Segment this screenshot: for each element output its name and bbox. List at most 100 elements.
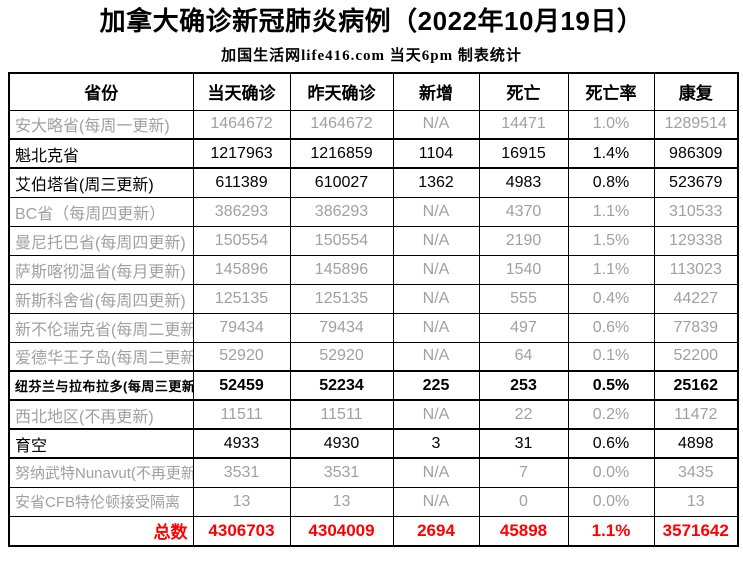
cell-yesterday: 3531	[289, 457, 394, 488]
cell-yesterday: 386293	[289, 196, 394, 227]
cell-yesterday: 52920	[289, 341, 394, 372]
cell-death-rate: 0.0%	[567, 486, 655, 517]
cell-recovered: 3435	[653, 457, 739, 488]
cell-province: 安大略省(每周一更新)	[8, 109, 194, 140]
cell-today: 3531	[192, 457, 291, 488]
cell-deaths: 16915	[478, 138, 569, 170]
cell-yesterday: 79434	[289, 312, 394, 343]
header-new-cases: 新增	[392, 72, 480, 111]
cell-new: N/A	[392, 254, 480, 285]
cell-province: 艾伯塔省(周三更新)	[8, 167, 194, 198]
cell-province: 新斯科舍省(每周四更新)	[8, 283, 194, 314]
cell-death-rate: 1.0%	[567, 109, 655, 140]
table-row-quebec: 魁北克省 1217963 1216859 1104 16915 1.4% 986…	[8, 138, 739, 170]
cell-new: N/A	[392, 457, 480, 488]
cell-deaths: 64	[478, 341, 569, 372]
cell-today: 1464672	[192, 109, 291, 140]
cell-today: 145896	[192, 254, 291, 285]
cell-new: N/A	[392, 486, 480, 517]
cell-today: 125135	[192, 283, 291, 314]
header-province: 省份	[8, 72, 194, 111]
table-header-row: 省份 当天确诊 昨天确诊 新增 死亡 死亡率 康复	[8, 72, 739, 111]
cell-new: N/A	[392, 312, 480, 343]
table-row-cfb-trenton: 安省CFB特伦顿接受隔离 13 13 N/A 0 0.0% 13	[8, 486, 739, 517]
cell-new: N/A	[392, 225, 480, 256]
cell-recovered: 44227	[653, 283, 739, 314]
cell-death-rate: 0.0%	[567, 457, 655, 488]
cell-deaths: 22	[478, 399, 569, 430]
table-row-pei: 爱德华王子岛(每周二更新) 52920 52920 N/A 64 0.1% 52…	[8, 341, 739, 372]
cell-today: 150554	[192, 225, 291, 256]
cell-death-rate: 1.5%	[567, 225, 655, 256]
cell-new: N/A	[392, 109, 480, 140]
table-row-alberta: 艾伯塔省(周三更新) 611389 610027 1362 4983 0.8% …	[8, 167, 739, 198]
cell-death-rate: 0.1%	[567, 341, 655, 372]
cell-yesterday: 1464672	[289, 109, 394, 140]
cell-deaths: 0	[478, 486, 569, 517]
cell-yesterday: 125135	[289, 283, 394, 314]
cell-death-rate: 0.5%	[567, 370, 655, 402]
covid-cases-table: 省份 当天确诊 昨天确诊 新增 死亡 死亡率 康复 安大略省(每周一更新) 14…	[8, 72, 739, 548]
cell-province: 萨斯喀彻温省(每月更新)	[8, 254, 194, 285]
cell-yesterday: 11511	[289, 399, 394, 430]
table-row-nunavut: 努纳武特Nunavut(不再更新) 3531 3531 N/A 7 0.0% 3…	[8, 457, 739, 488]
cell-province: 安省CFB特伦顿接受隔离	[8, 486, 194, 517]
table-row-yukon: 育空 4933 4930 3 31 0.6% 4898	[8, 428, 739, 460]
cell-new: 225	[392, 370, 480, 402]
cell-deaths: 7	[478, 457, 569, 488]
table-row-northwest-territories: 西北地区(不再更新) 11511 11511 N/A 22 0.2% 11472	[8, 399, 739, 430]
cell-new: 3	[392, 428, 480, 460]
header-today-confirmed: 当天确诊	[192, 72, 291, 111]
cell-deaths: 4370	[478, 196, 569, 227]
cell-death-rate: 0.2%	[567, 399, 655, 430]
cell-yesterday: 52234	[289, 370, 394, 402]
cell-recovered: 523679	[653, 167, 739, 198]
cell-death-rate: 0.8%	[567, 167, 655, 198]
cell-death-rate: 0.6%	[567, 428, 655, 460]
cell-new: N/A	[392, 196, 480, 227]
total-today: 4306703	[192, 515, 291, 548]
cell-province: 育空	[8, 428, 194, 460]
cell-recovered: 77839	[653, 312, 739, 343]
cell-new: 1362	[392, 167, 480, 198]
cell-recovered: 129338	[653, 225, 739, 256]
cell-new: N/A	[392, 341, 480, 372]
cell-today: 1217963	[192, 138, 291, 170]
cell-today: 4933	[192, 428, 291, 460]
total-label: 总数	[8, 515, 194, 548]
cell-death-rate: 1.1%	[567, 254, 655, 285]
cell-today: 52920	[192, 341, 291, 372]
table-row-bc: BC省（每周四更新） 386293 386293 N/A 4370 1.1% 3…	[8, 196, 739, 227]
total-death-rate: 1.1%	[567, 515, 655, 548]
header-yesterday-confirmed: 昨天确诊	[289, 72, 394, 111]
cell-new: N/A	[392, 399, 480, 430]
cell-death-rate: 1.4%	[567, 138, 655, 170]
cell-new: 1104	[392, 138, 480, 170]
page-subtitle: 加国生活网life416.com 当天6pm 制表统计	[221, 48, 522, 65]
header-deaths: 死亡	[478, 72, 569, 111]
table-row-ontario: 安大略省(每周一更新) 1464672 1464672 N/A 14471 1.…	[8, 109, 739, 140]
cell-province: 努纳武特Nunavut(不再更新)	[8, 457, 194, 488]
cell-deaths: 14471	[478, 109, 569, 140]
cell-deaths: 497	[478, 312, 569, 343]
cell-today: 611389	[192, 167, 291, 198]
cell-deaths: 4983	[478, 167, 569, 198]
cell-death-rate: 0.6%	[567, 312, 655, 343]
cell-death-rate: 1.1%	[567, 196, 655, 227]
header-recovered: 康复	[653, 72, 739, 111]
cell-province: BC省（每周四更新）	[8, 196, 194, 227]
cell-today: 79434	[192, 312, 291, 343]
table-row-saskatchewan: 萨斯喀彻温省(每月更新) 145896 145896 N/A 1540 1.1%…	[8, 254, 739, 285]
cell-recovered: 11472	[653, 399, 739, 430]
cell-today: 52459	[192, 370, 291, 402]
cell-recovered: 13	[653, 486, 739, 517]
cell-deaths: 1540	[478, 254, 569, 285]
total-recovered: 3571642	[653, 515, 739, 548]
cell-yesterday: 4930	[289, 428, 394, 460]
cell-recovered: 4898	[653, 428, 739, 460]
cell-province: 爱德华王子岛(每周二更新)	[8, 341, 194, 372]
cell-province: 曼尼托巴省(每周四更新)	[8, 225, 194, 256]
cell-new: N/A	[392, 283, 480, 314]
cell-yesterday: 1216859	[289, 138, 394, 170]
cell-recovered: 113023	[653, 254, 739, 285]
